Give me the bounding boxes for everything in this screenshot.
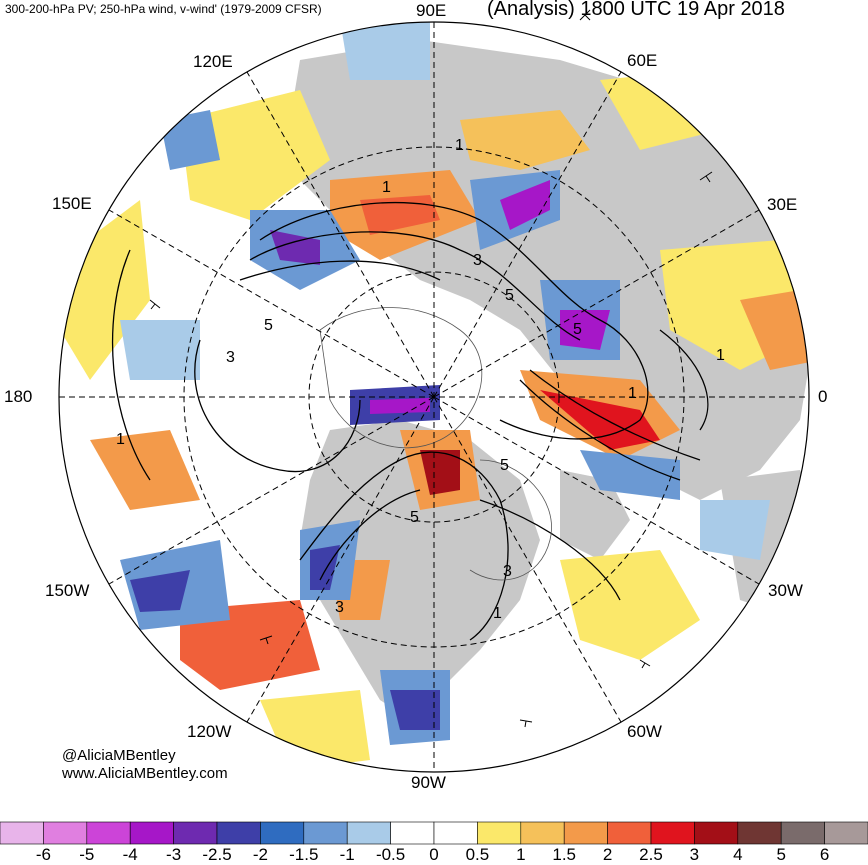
lon-label-30w: 30W (768, 581, 803, 600)
colorbar-swatch (303, 821, 348, 845)
colorbar-swatch (0, 821, 44, 845)
lon-label-0: 0 (818, 387, 828, 406)
colorbar-tick-label: -2 (252, 845, 268, 864)
contour-label: 3 (226, 349, 235, 366)
polar-stereographic-map: 1 1 3 5 3 1 5 5 3 5 1 1 1 3 5 (58, 9, 810, 773)
lon-label-150e: 150E (52, 194, 92, 213)
lon-label-180: 180 (4, 387, 33, 406)
colorbar-swatch (346, 821, 391, 845)
colorbar-tick-label: 2 (602, 845, 613, 864)
lon-label-150w: 150W (45, 581, 90, 600)
land-greenland (560, 470, 630, 560)
colorbar-swatch (694, 821, 739, 845)
contour-label: 5 (505, 287, 514, 304)
page-subtitle: 300-200-hPa PV; 250-hPa wind, v-wind' (1… (5, 2, 322, 16)
colorbar-tick-label: 5 (776, 845, 786, 864)
contour-label: 1 (716, 347, 725, 364)
contour-label: 1 (493, 605, 502, 622)
colorbar-tick-label: 0 (429, 845, 439, 864)
colorbar (0, 821, 868, 845)
colorbar-swatch (86, 821, 131, 845)
colorbar-tick-label: 6 (819, 845, 830, 864)
contour-label: 3 (473, 252, 482, 269)
colorbar-swatch (173, 821, 218, 845)
page-title: (Analysis) 1800 UTC 19 Apr 2018 (487, 0, 785, 20)
colorbar-swatch (737, 821, 782, 845)
contour-label: 3 (335, 599, 344, 616)
contour-label: 5 (264, 317, 273, 334)
colorbar-tick-label: 4 (733, 845, 743, 864)
colorbar-tick-label: 1.5 (552, 845, 577, 864)
credit-website: www.AliciaMBentley.com (62, 765, 228, 782)
lon-label-90e: 90E (416, 1, 447, 20)
contour-label: 1 (628, 385, 637, 402)
colorbar-swatch (129, 821, 174, 845)
land-north-america (300, 420, 540, 720)
colorbar-swatch (607, 821, 652, 845)
colorbar-tick-label: 2.5 (639, 845, 663, 864)
contour-label: 1 (455, 137, 464, 154)
colorbar-tick-label: -5 (79, 845, 95, 864)
colorbar-tick-label: 0.5 (465, 845, 490, 864)
colorbar-tick-label: -4 (122, 845, 138, 864)
colorbar-swatch (390, 821, 435, 845)
colorbar-tick-label: -3 (166, 845, 182, 864)
map-border (58, 21, 810, 773)
colorbar-swatch (563, 821, 608, 845)
colorbar-tick-label: 3 (689, 845, 700, 864)
colorbar-tick-label: -1 (339, 845, 355, 864)
contour-label: 1 (116, 431, 125, 448)
contour-label: 5 (410, 509, 419, 526)
colorbar-tick-label: -0.5 (375, 845, 406, 864)
colorbar-swatch (824, 821, 868, 845)
lon-label-30e: 30E (767, 195, 798, 214)
contour-label: 3 (503, 563, 512, 580)
colorbar-swatch (216, 821, 261, 845)
lon-label-120w: 120W (187, 722, 232, 741)
contour-label: 1 (382, 179, 391, 196)
colorbar-tick-label: -1.5 (289, 845, 319, 864)
lon-label-120e: 120E (193, 52, 233, 71)
lon-label-60w: 60W (627, 722, 662, 741)
colorbar-tick-label: -2.5 (202, 845, 232, 864)
colorbar-swatch (433, 821, 478, 845)
colorbar-swatch (520, 821, 565, 845)
credit-handle: @AliciaMBentley (62, 747, 176, 764)
land-eurasia (290, 40, 809, 500)
colorbar-swatch (260, 821, 305, 845)
colorbar-swatch (43, 821, 88, 845)
colorbar-tick-label: -6 (35, 845, 51, 864)
colorbar-swatch (650, 821, 695, 845)
contour-label: 5 (573, 321, 582, 338)
colorbar-swatch (780, 821, 825, 845)
lon-label-90w: 90W (411, 773, 446, 792)
lon-label-60e: 60E (627, 51, 658, 70)
colorbar-tick-label: 1 (516, 845, 526, 864)
colorbar-swatch (477, 821, 522, 845)
contour-label: 5 (500, 457, 509, 474)
